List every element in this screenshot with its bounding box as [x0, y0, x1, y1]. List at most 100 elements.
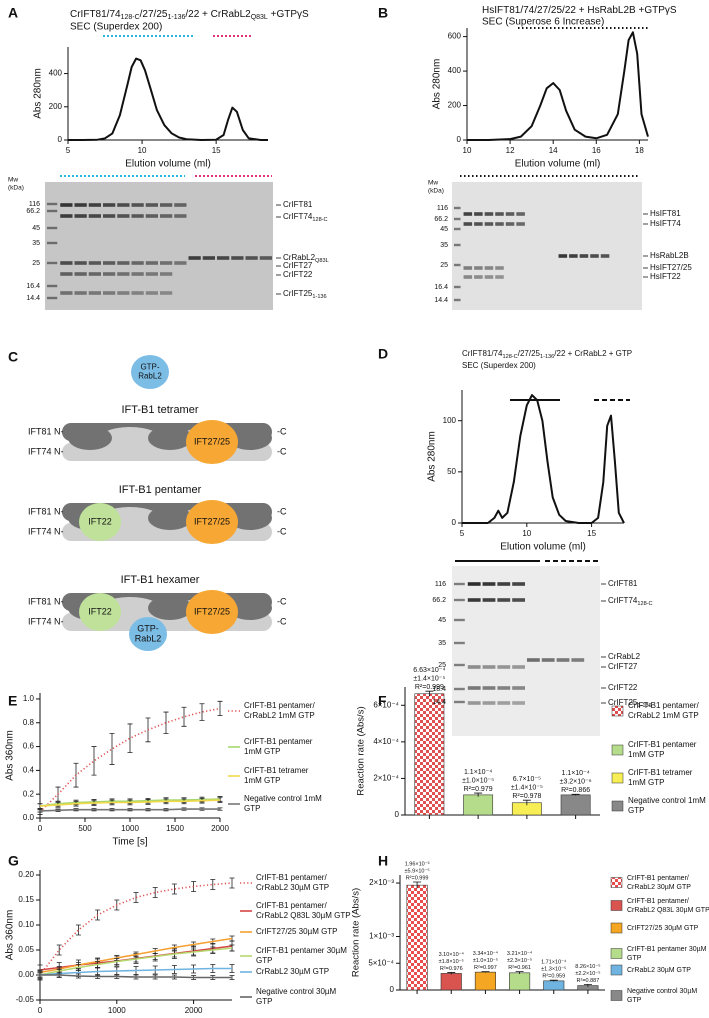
legend-line: CrRabL2 1mM GTP — [244, 711, 315, 720]
legend-line: CrIFT-B1 pentamer/ — [627, 875, 691, 882]
data-line — [68, 57, 268, 141]
y-tick-label: 0.6 — [23, 742, 35, 751]
legend-line: 1mM GTP — [628, 750, 664, 759]
complex-title: IFT-B1 hexamer — [121, 574, 200, 586]
legend-swatch — [610, 877, 623, 888]
y-tick-label: 2×10⁻⁴ — [373, 774, 399, 783]
gel-band — [454, 243, 461, 247]
gel-band — [571, 658, 585, 662]
gel-band — [497, 582, 511, 586]
gel-band — [556, 658, 570, 662]
y-tick-label: 4×10⁻⁴ — [373, 737, 399, 746]
x-tick-label: 10 — [463, 146, 472, 155]
chart-title-part: Q83L — [251, 14, 268, 21]
gel-image — [452, 566, 600, 736]
band-label: CrIFT74128-C — [608, 596, 653, 607]
gel-band — [47, 296, 58, 300]
gel-band — [174, 261, 187, 265]
mw-marker: 16.4 — [26, 283, 40, 290]
chart-title: CrIFT81/74128-C/27/251-136/22 + CrRabL2Q… — [70, 9, 309, 22]
n-terminus-label: IFT74 N- — [28, 446, 64, 456]
legend-line: GTP — [244, 804, 260, 813]
panel-label: D — [378, 346, 388, 362]
c-terminus-label: -C — [277, 446, 287, 456]
value-label: 1.96×10⁻³ — [405, 861, 430, 867]
gel-band — [454, 663, 465, 667]
gel-band — [512, 686, 525, 690]
legend-line: Negative control 30µM — [627, 988, 699, 995]
gel-band — [47, 261, 58, 265]
y-tick-label: 5×10⁻⁴ — [368, 958, 394, 967]
gel-band — [497, 598, 511, 602]
gel-band — [88, 261, 101, 265]
mw-marker: 66.2 — [434, 216, 448, 223]
n-terminus-label: IFT74 N- — [28, 616, 64, 626]
y-tick-label: 0.4 — [23, 765, 35, 774]
gel-band — [454, 298, 461, 302]
mw-marker: 16.4 — [434, 284, 448, 291]
mw-marker: 66.2 — [26, 208, 40, 215]
mw-marker: 25 — [440, 262, 448, 269]
r2-label: R²=0.959 — [542, 974, 565, 980]
gel-band — [103, 214, 116, 218]
gel-band — [482, 701, 496, 705]
gel-band — [103, 203, 116, 207]
legend-line: CrIFT-B1 pentamer/ — [627, 898, 691, 905]
gel-band — [474, 222, 483, 226]
legend-label: CrIFT-B1 pentamer 30µM GTP — [256, 946, 349, 965]
error-label: ±1.4×10⁻⁵ — [511, 785, 543, 792]
data-line — [39, 947, 233, 976]
y-tick-label: 0 — [390, 985, 395, 994]
gel-band — [463, 212, 473, 216]
value-label: 3.34×10⁻⁴ — [473, 950, 499, 957]
value-label: 3.21×10⁻⁴ — [507, 950, 533, 957]
chart-title-part: /27/25 — [518, 349, 541, 358]
gel-band — [74, 261, 87, 265]
gel-band — [484, 275, 494, 279]
data-line — [39, 882, 233, 976]
panel-label: G — [8, 853, 19, 869]
chart-title-part: /22 + CrRabL2 + GTP — [554, 349, 632, 358]
legend-label: CrIFT-B1 pentamer/ CrRabL2 1mM GTP — [244, 701, 317, 720]
r2-label: R²=0.961 — [508, 965, 531, 971]
x-axis-label: Elution volume (ml) — [125, 159, 211, 170]
legend-label: CrIFT-B1 pentamer 30µM GTP — [627, 946, 708, 962]
subunit-label: IFT27/25 — [194, 606, 230, 616]
gel-band — [454, 263, 461, 267]
legend-line: CrIFT-B1 pentamer/ — [256, 873, 329, 882]
r2-label: R²=0.999 — [406, 875, 429, 881]
y-axis-label: Abs 360nm — [5, 730, 16, 781]
mw-marker: 45 — [438, 617, 446, 624]
legend-label: CrRabL2 30µM GTP — [627, 967, 691, 974]
mw-marker: 25 — [32, 260, 40, 267]
x-tick-label: 12 — [506, 146, 515, 155]
gel-band — [74, 203, 87, 207]
gel-band — [60, 261, 73, 265]
data-line — [462, 394, 625, 524]
gel-band — [88, 291, 101, 295]
band-label-part: CrIFT25 — [283, 289, 313, 298]
error-label: ±1.0×10⁻⁵ — [473, 957, 498, 964]
chart-title-part: HsIFT81/74/27/25/22 + HsRabL2B +GTPγS — [482, 5, 677, 16]
band-label: CrRabL2 — [608, 652, 641, 661]
ift81-strand — [228, 506, 272, 530]
gel-band — [512, 582, 525, 586]
band-label-part: Q83L — [315, 258, 329, 264]
y-tick-label: 400 — [49, 69, 63, 78]
gel-band — [259, 256, 272, 260]
legend-swatch — [610, 990, 623, 1001]
error-label: ±1.4×10⁻⁵ — [413, 676, 445, 683]
gel-band — [482, 686, 496, 690]
gel-band — [463, 266, 473, 270]
error-bar — [127, 723, 133, 753]
data-line — [39, 808, 220, 812]
legend-line: CrRabL2 1mM GTP — [628, 711, 699, 720]
y-axis-label: Abs 280nm — [427, 431, 438, 482]
gel-band — [131, 291, 144, 295]
x-axis-label: Time [s] — [112, 837, 147, 848]
legend-line: CrRabL2 Q83L 30µM GTP — [256, 911, 351, 920]
legend-line: CrIFT-B1 tetramer — [244, 766, 311, 775]
panel-label: H — [378, 853, 388, 869]
